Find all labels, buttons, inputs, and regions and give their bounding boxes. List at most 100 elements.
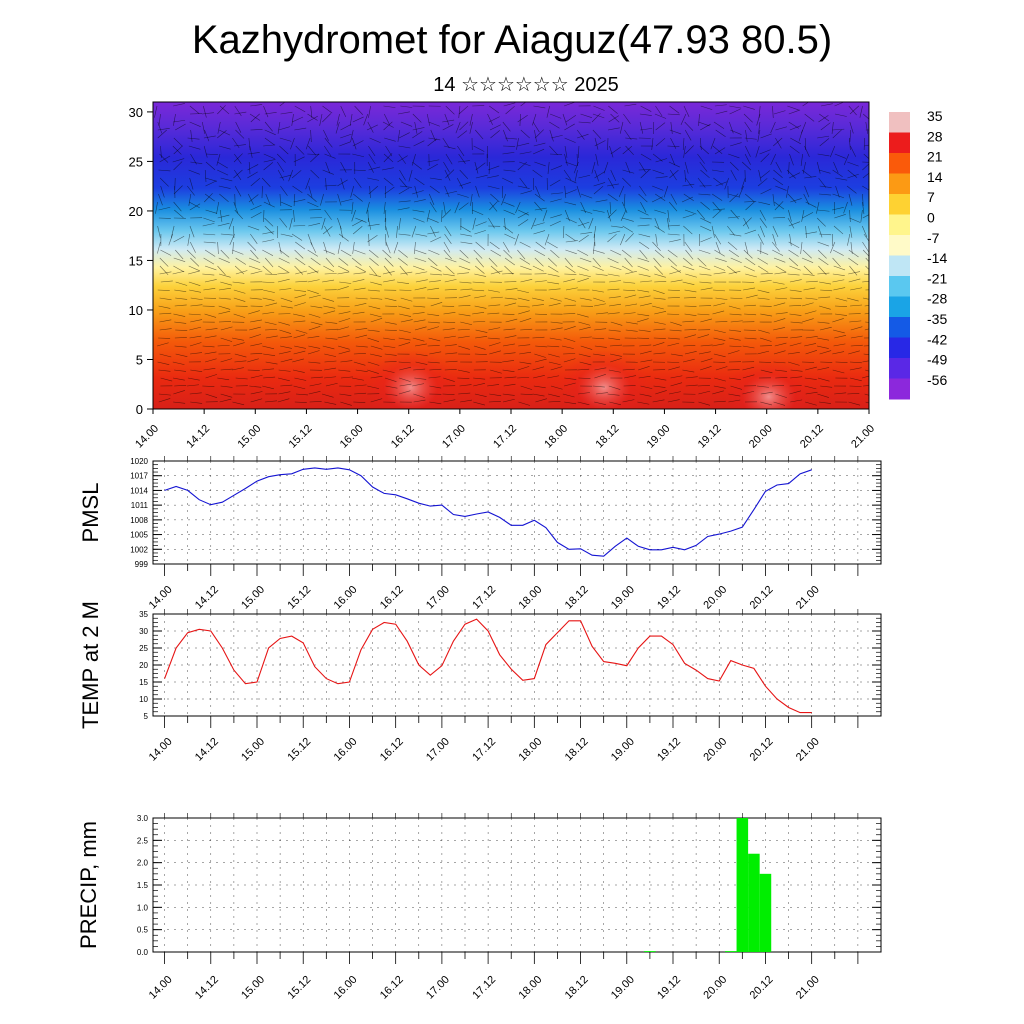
precip-bar — [725, 951, 737, 952]
wind-barb — [218, 297, 231, 300]
wind-barb — [757, 385, 770, 388]
wind-barb — [293, 313, 305, 317]
wind-barb — [157, 225, 161, 238]
wind-barb — [700, 358, 713, 363]
wind-barb — [443, 201, 446, 214]
wind-barb — [640, 153, 652, 161]
wind-barb — [414, 343, 427, 347]
wind-barb — [173, 145, 183, 155]
wind-barb — [393, 241, 399, 254]
wind-barb — [160, 280, 173, 283]
wind-barb — [847, 393, 860, 395]
wind-barb — [430, 265, 442, 272]
wind-barb — [203, 217, 215, 223]
wind-barb — [324, 137, 333, 148]
wind-barb — [775, 265, 787, 273]
wind-barb — [352, 153, 365, 158]
wind-barb — [863, 273, 869, 276]
x-tick-label: 15.00 — [239, 974, 267, 1002]
wind-barb — [698, 401, 711, 406]
wind-barb — [865, 121, 869, 134]
wind-barb — [831, 121, 834, 134]
wind-barb — [546, 105, 550, 118]
wind-barb — [351, 257, 362, 266]
wind-barb — [205, 177, 217, 182]
wind-barb — [534, 280, 547, 283]
y-tick-label: 1.0 — [137, 903, 149, 912]
wind-barb — [157, 241, 161, 254]
wind-barb — [713, 353, 726, 358]
wind-barb — [775, 393, 787, 398]
wind-barb — [593, 182, 606, 187]
wind-barb — [639, 350, 652, 355]
wind-barb — [263, 353, 276, 357]
y-tick-label: 1020 — [130, 457, 148, 466]
wind-barb — [729, 233, 742, 237]
wind-barb — [293, 209, 295, 222]
wind-barb — [234, 353, 247, 358]
wind-barb — [565, 114, 577, 123]
wind-barb — [228, 217, 234, 230]
wind-barb — [624, 294, 637, 299]
wind-barb — [503, 352, 516, 355]
wind-barb — [413, 399, 426, 403]
x-tick-label: 16.00 — [338, 423, 366, 451]
wind-barb — [398, 111, 410, 115]
wind-barb — [352, 116, 364, 123]
wind-barb — [338, 345, 350, 350]
wind-barb — [502, 393, 515, 396]
wind-barb — [383, 153, 393, 163]
wind-barb — [202, 121, 205, 134]
wind-barb — [233, 153, 243, 163]
wind-barb — [563, 278, 575, 283]
wind-barb — [593, 297, 605, 302]
wind-barb — [606, 209, 612, 222]
wind-barb — [444, 185, 450, 198]
wind-barb — [578, 234, 589, 243]
wind-barb — [323, 310, 336, 315]
wind-barb — [187, 185, 195, 196]
wind-barb — [534, 201, 543, 212]
wind-barb — [775, 297, 788, 300]
wind-barb — [368, 305, 381, 310]
wind-barb — [759, 279, 772, 283]
wind-barb — [354, 303, 367, 307]
wind-barb — [340, 360, 353, 363]
x-tick-label: 17.12 — [470, 736, 498, 764]
wind-barb — [367, 235, 378, 243]
wind-barb — [713, 329, 726, 334]
wind-barb — [400, 297, 413, 302]
wind-barb — [308, 313, 321, 318]
wind-barb — [607, 233, 617, 243]
wind-barb — [202, 273, 215, 276]
wind-barb — [744, 229, 757, 235]
wind-barb — [667, 257, 678, 267]
wind-barb — [741, 161, 752, 171]
wind-barb — [247, 152, 260, 155]
wind-barb — [277, 161, 285, 173]
wind-barb — [790, 376, 803, 379]
wind-barb — [699, 273, 712, 276]
wind-barb — [383, 345, 396, 348]
wind-barb — [188, 201, 200, 209]
wind-barb — [609, 344, 622, 347]
x-tick-label: 21.00 — [794, 736, 822, 764]
wind-barb — [310, 129, 312, 142]
wind-barb — [369, 273, 381, 278]
wind-barb — [700, 123, 711, 131]
wind-barb — [625, 270, 637, 275]
wind-barb — [412, 312, 425, 315]
wind-barb — [565, 189, 577, 195]
wind-barb — [667, 337, 680, 340]
wind-barb — [248, 193, 254, 205]
wind-barb — [444, 289, 457, 291]
wind-barb — [773, 350, 786, 355]
x-tick-label: 14.00 — [147, 974, 175, 1002]
wind-barb — [441, 209, 443, 223]
wind-barb — [758, 265, 769, 273]
wind-barb — [638, 329, 651, 332]
wind-barb — [700, 201, 710, 210]
colorbar-label: -21 — [927, 270, 947, 286]
wind-barb — [862, 163, 869, 171]
wind-barb — [338, 233, 349, 242]
